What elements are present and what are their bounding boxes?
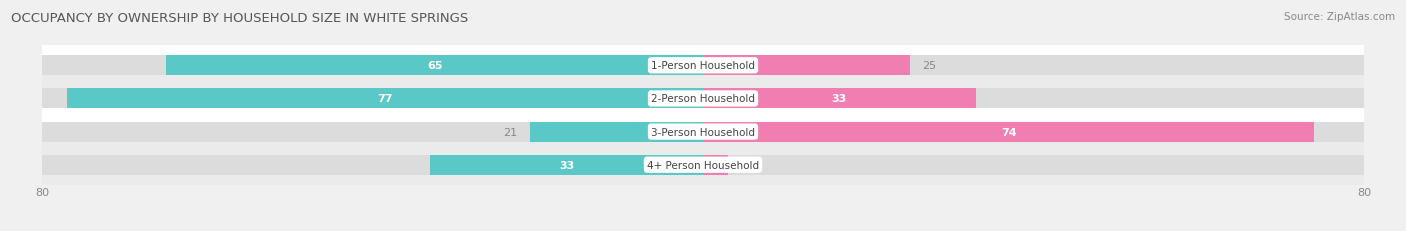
Bar bbox=[703, 122, 1364, 142]
Bar bbox=[703, 155, 1364, 175]
Text: 25: 25 bbox=[922, 61, 936, 71]
Bar bbox=[703, 56, 910, 76]
Bar bbox=[25, 69, 1381, 129]
Text: 65: 65 bbox=[427, 61, 443, 71]
Text: OCCUPANCY BY OWNERSHIP BY HOUSEHOLD SIZE IN WHITE SPRINGS: OCCUPANCY BY OWNERSHIP BY HOUSEHOLD SIZE… bbox=[11, 12, 468, 24]
Text: 33: 33 bbox=[832, 94, 846, 104]
Text: 33: 33 bbox=[560, 160, 574, 170]
Bar bbox=[25, 36, 1381, 96]
Text: Source: ZipAtlas.com: Source: ZipAtlas.com bbox=[1284, 12, 1395, 21]
Text: 3-Person Household: 3-Person Household bbox=[651, 127, 755, 137]
Text: 77: 77 bbox=[377, 94, 392, 104]
Bar bbox=[703, 155, 728, 175]
Text: 4+ Person Household: 4+ Person Household bbox=[647, 160, 759, 170]
Bar bbox=[703, 89, 976, 109]
Text: 2-Person Household: 2-Person Household bbox=[651, 94, 755, 104]
Text: 74: 74 bbox=[1001, 127, 1017, 137]
Bar bbox=[166, 56, 703, 76]
Bar bbox=[703, 89, 1364, 109]
Bar bbox=[430, 155, 703, 175]
Bar bbox=[703, 122, 1315, 142]
Text: 21: 21 bbox=[503, 127, 517, 137]
Bar bbox=[67, 89, 703, 109]
Bar bbox=[42, 89, 703, 109]
Bar bbox=[530, 122, 703, 142]
Bar bbox=[42, 155, 703, 175]
Bar bbox=[703, 56, 1364, 76]
Bar bbox=[25, 102, 1381, 162]
Bar bbox=[42, 122, 703, 142]
Bar bbox=[25, 135, 1381, 195]
Text: 3: 3 bbox=[740, 160, 747, 170]
Text: 1-Person Household: 1-Person Household bbox=[651, 61, 755, 71]
Bar bbox=[42, 56, 703, 76]
